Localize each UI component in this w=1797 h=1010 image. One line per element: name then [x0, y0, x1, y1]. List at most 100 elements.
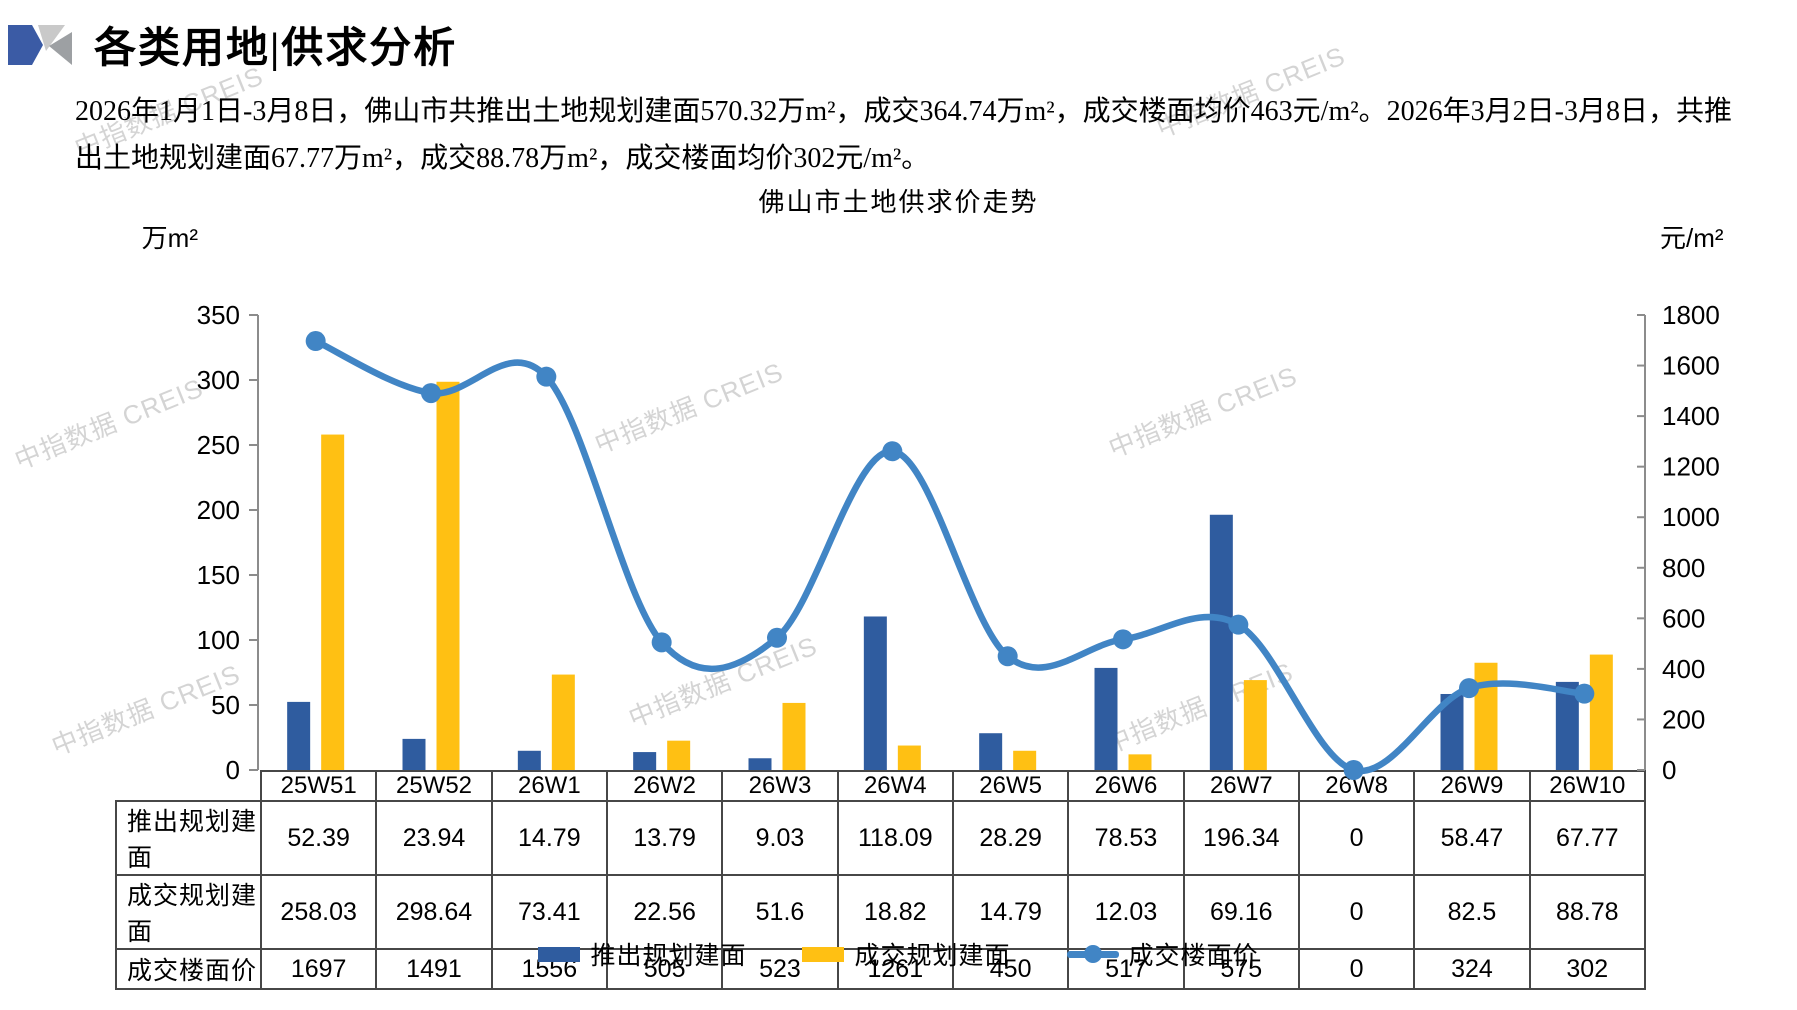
- price-line-marker: [305, 331, 326, 352]
- table-row: 推出规划建面 52.39 23.94 14.79 13.79 9.03 118.09 28.2…: [115, 800, 1646, 876]
- table-value-cell: 82.5: [1413, 874, 1531, 950]
- x-axis-category-cell: 26W5: [951, 770, 1070, 802]
- logo-light-gray-shape: [38, 25, 65, 51]
- table-row: 成交规划建面 258.03 298.64 73.41 22.56 51.6 18.82 14.…: [115, 874, 1646, 950]
- left-axis-tick-label: 250: [197, 430, 240, 460]
- deal-bar: [1474, 662, 1498, 770]
- price-line-marker: [536, 366, 557, 387]
- watermark: 中指数据 CREIS: [590, 356, 788, 460]
- deal-bar-swatch: [802, 946, 845, 962]
- table-value-cell: 14.79: [490, 800, 608, 876]
- table-value-cell: 23.94: [375, 800, 493, 876]
- table-value-cell: 517: [1067, 948, 1185, 990]
- data-table: 25W51 25W52 26W1 26W2 26W3 26W4 26W5 26W6 26W7 26…: [115, 770, 1646, 990]
- row-label-cell: 成交规划建面: [115, 874, 262, 950]
- supply-bar: [979, 733, 1003, 770]
- deal-bar: [436, 381, 460, 770]
- right-axis-tick-label: 1600: [1662, 351, 1720, 381]
- table-value-cell: 1261: [836, 948, 954, 990]
- table-value-cell: 0: [1297, 948, 1416, 990]
- x-axis-category-cell: 25W52: [375, 770, 493, 802]
- table-value-cell: 67.77: [1528, 800, 1646, 876]
- x-axis-category-cell: 26W6: [1067, 770, 1185, 802]
- watermark: 中指数据 CREIS: [47, 658, 245, 762]
- price-line-marker: [882, 441, 903, 462]
- deal-bar: [667, 740, 691, 770]
- supply-bar: [748, 758, 772, 770]
- table-value-cell: 12.03: [1067, 874, 1185, 950]
- supply-bar: [517, 750, 541, 770]
- x-axis-category-cell: 26W10: [1528, 770, 1646, 802]
- table-value-cell: 13.79: [605, 800, 724, 876]
- table-header-row: 25W51 25W52 26W1 26W2 26W3 26W4 26W5 26W6 26W7 26…: [116, 770, 1646, 802]
- chart-legend: 推出规划建面 成交规划建面 成交楼面价: [0, 936, 1797, 972]
- deal-bar: [1589, 654, 1613, 770]
- supply-bar: [1440, 693, 1464, 770]
- legend-label: 成交楼面价: [1128, 943, 1259, 970]
- table-value-cell: 1697: [259, 948, 378, 990]
- deal-bar: [782, 702, 806, 770]
- x-axis-category-cell: 26W3: [721, 770, 839, 802]
- x-axis-category-cell: 26W2: [605, 770, 724, 802]
- right-axis-unit-label: 元/m²: [1660, 223, 1724, 253]
- table-value-cell: 258.03: [259, 874, 378, 950]
- table-value-cell: 118.09: [836, 800, 954, 876]
- table-value-cell: 51.6: [721, 874, 839, 950]
- right-axis-tick-label: 200: [1662, 704, 1705, 734]
- supply-bar: [1555, 681, 1579, 770]
- right-axis-tick-label: 1800: [1662, 300, 1720, 330]
- price-line-marker: [1574, 683, 1595, 704]
- supply-bar: [863, 616, 887, 770]
- page-header: 各类用地|供求分析: [0, 0, 1797, 80]
- table-value-cell: 0: [1297, 874, 1416, 950]
- right-axis-tick-label: 800: [1662, 553, 1705, 583]
- legend-label: 推出规划建面: [590, 943, 747, 970]
- left-axis-tick-label: 150: [197, 560, 240, 590]
- x-axis-category-cell: 26W9: [1413, 770, 1531, 802]
- logo-blue-shape: [8, 25, 43, 65]
- price-line-marker: [1113, 629, 1133, 650]
- right-axis-tick-label: 1000: [1662, 502, 1720, 532]
- logo-dark-gray-shape: [49, 32, 72, 65]
- summary-text: 2026年1月1日-3月8日，佛山市共推出土地规划建面570.32万m²，成交3…: [75, 96, 1732, 174]
- price-line-marker: [651, 632, 672, 653]
- table-value-cell: 28.29: [951, 800, 1070, 876]
- table-value-cell: 324: [1413, 948, 1531, 990]
- right-axis-tick-label: 400: [1662, 654, 1705, 684]
- table-corner-cell: [116, 771, 261, 801]
- watermark: 中指数据 CREIS: [10, 372, 208, 476]
- right-axis-tick-label: 1200: [1662, 452, 1720, 482]
- legend-item-deal: 成交规划建面: [802, 936, 1010, 972]
- table-value-cell: 78.53: [1067, 800, 1185, 876]
- deal-bar: [1128, 754, 1152, 770]
- chart-title: 佛山市土地供求价走势: [758, 188, 1039, 217]
- table-value-cell: 69.16: [1182, 874, 1300, 950]
- table-value-cell: 298.64: [375, 874, 493, 950]
- table-value-cell: 1491: [375, 948, 493, 990]
- left-axis-unit-label: 万m²: [142, 223, 199, 253]
- table-value-cell: 196.34: [1182, 800, 1300, 876]
- price-line: [312, 337, 1588, 775]
- right-axis-tick-label: 600: [1662, 603, 1705, 633]
- x-axis-category-cell: 26W7: [1182, 770, 1300, 802]
- table-value-cell: 302: [1528, 948, 1646, 990]
- table-value-cell: 0: [1297, 800, 1416, 876]
- left-axis-tick-label: 350: [197, 300, 240, 330]
- table-value-cell: 88.78: [1528, 874, 1646, 950]
- supply-bar: [402, 738, 426, 770]
- deal-bar: [321, 434, 345, 770]
- left-axis-tick-label: 200: [197, 495, 240, 525]
- supply-bar: [287, 701, 311, 770]
- right-axis-tick-label: 0: [1662, 755, 1676, 785]
- price-line-marker: [1459, 678, 1479, 699]
- table-value-cell: 505: [605, 948, 724, 990]
- row-label-cell: 推出规划建面: [115, 800, 262, 876]
- watermark: 中指数据 CREIS: [1100, 656, 1298, 760]
- table-value-cell: 450: [951, 948, 1070, 990]
- x-axis-category-cell: 25W51: [259, 770, 378, 802]
- watermark: 中指数据 CREIS: [1104, 360, 1302, 464]
- legend-item-price: 成交楼面价: [1066, 936, 1259, 972]
- price-line-swatch-dot: [1083, 945, 1102, 963]
- price-line-swatch: [1066, 945, 1119, 963]
